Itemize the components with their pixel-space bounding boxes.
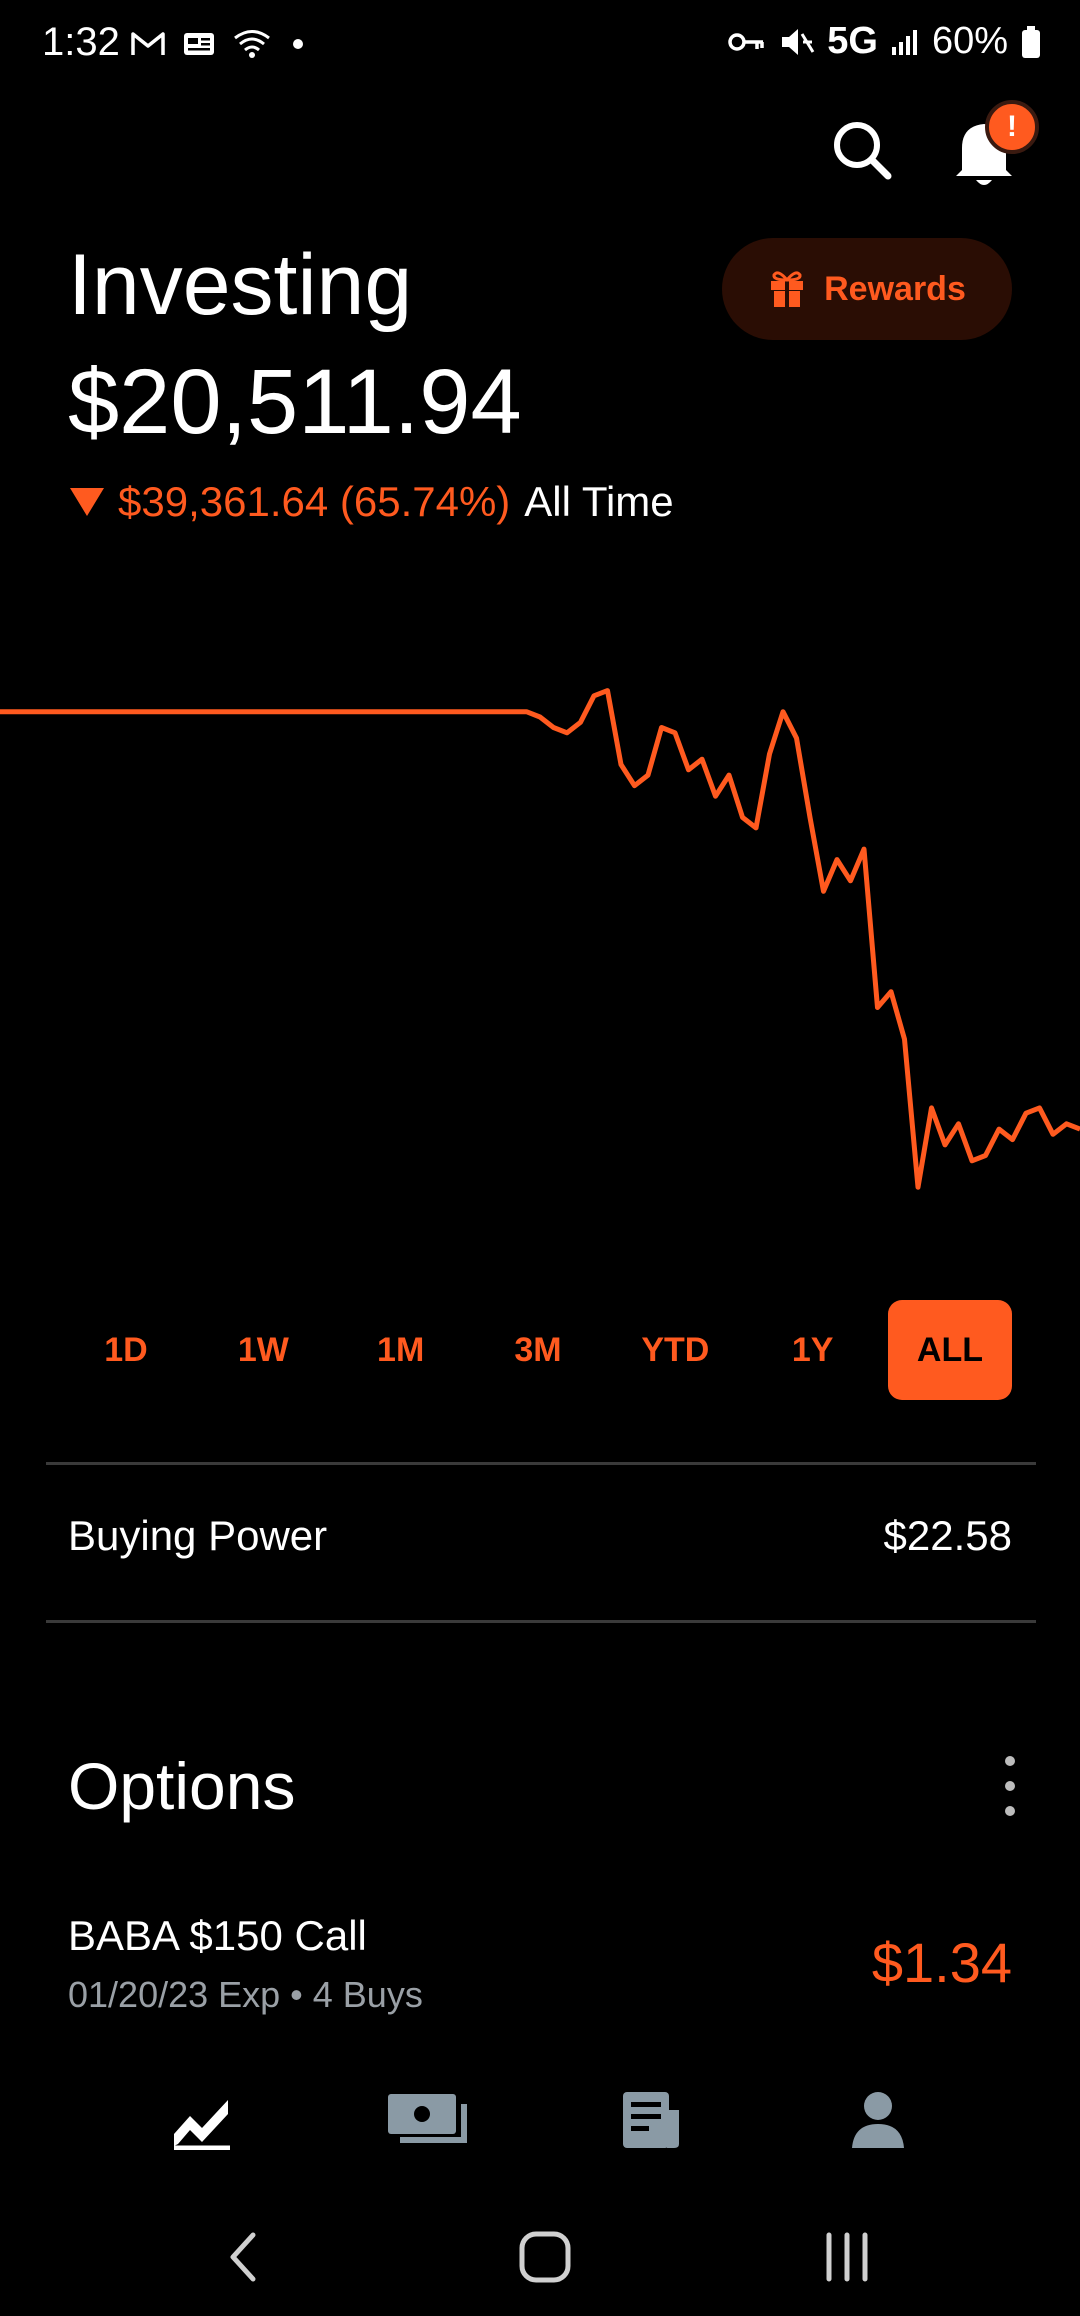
- options-more-button[interactable]: [990, 1756, 1030, 1816]
- battery-icon: [1022, 25, 1040, 58]
- notification-badge: !: [985, 100, 1039, 154]
- search-icon: [834, 122, 892, 180]
- down-arrow-icon: [70, 488, 104, 516]
- status-right: 5G 60%: [727, 20, 1042, 63]
- position-price: $1.34: [871, 1931, 1012, 1994]
- portfolio-value: $20,511.94: [68, 351, 522, 453]
- range-tab-1m[interactable]: 1M: [377, 1330, 425, 1369]
- home-button[interactable]: [500, 2212, 590, 2302]
- chart-series-line: [0, 688, 1080, 1190]
- more-dot-icon: [1005, 1806, 1015, 1816]
- range-tab-1y[interactable]: 1Y: [791, 1330, 834, 1369]
- rewards-button[interactable]: Rewards: [722, 238, 1012, 340]
- buying-power-value: $22.58: [883, 1512, 1012, 1559]
- position-name: BABA $150 Call: [68, 1912, 367, 1959]
- nav-banking[interactable]: [368, 2070, 488, 2170]
- portfolio-change: $39,361.64 (65.74%) All Time: [70, 478, 674, 526]
- back-icon: [230, 2232, 256, 2282]
- portfolio-chart[interactable]: [0, 640, 1080, 1280]
- divider: [46, 1462, 1036, 1465]
- range-tab-1w[interactable]: 1W: [237, 1330, 289, 1369]
- page-title: Investing: [68, 237, 413, 333]
- network-type: 5G: [827, 20, 878, 62]
- position-detail: 01/20/23 Exp • 4 Buys: [68, 1974, 423, 2015]
- divider: [46, 1620, 1036, 1623]
- banking-icon: [388, 2094, 467, 2143]
- nav-news[interactable]: [592, 2070, 712, 2170]
- nav-investing[interactable]: [142, 2070, 262, 2170]
- status-left-icons: [130, 28, 308, 60]
- investing-icon: [174, 2100, 230, 2150]
- bottom-nav: [0, 2060, 1080, 2192]
- gmail-icon: [131, 32, 165, 55]
- news-app-icon: [184, 33, 214, 55]
- status-bar: 1:32 5G 60%: [0, 0, 1080, 92]
- more-dot-icon: [1005, 1781, 1015, 1791]
- buying-power-label: Buying Power: [68, 1512, 328, 1559]
- options-title: Options: [68, 1749, 296, 1823]
- system-nav-bar: [0, 2192, 1080, 2316]
- dot-icon: [293, 39, 303, 49]
- range-tab-3m[interactable]: 3M: [514, 1330, 562, 1369]
- more-dot-icon: [1005, 1756, 1015, 1766]
- range-tab-ytd[interactable]: YTD: [641, 1330, 710, 1369]
- wifi-icon: [234, 30, 270, 58]
- news-icon: [623, 2092, 679, 2148]
- recents-button[interactable]: [802, 2212, 892, 2302]
- signal-icon: [891, 29, 917, 55]
- account-icon: [852, 2092, 904, 2148]
- range-tab-1d[interactable]: 1D: [104, 1330, 148, 1369]
- rewards-label: Rewards: [824, 269, 966, 308]
- change-amount: $39,361.64 (65.74%): [118, 478, 511, 525]
- back-button[interactable]: [198, 2212, 288, 2302]
- range-tabs: 1D 1W 1M 3M YTD 1Y ALL: [64, 1300, 1012, 1400]
- nav-account[interactable]: [818, 2070, 938, 2170]
- change-period: All Time: [524, 478, 674, 525]
- search-button[interactable]: [830, 118, 894, 182]
- mute-icon: [782, 28, 815, 55]
- battery-percent: 60%: [931, 20, 1008, 62]
- range-tab-all[interactable]: ALL: [887, 1300, 1012, 1400]
- status-time: 1:32: [42, 20, 120, 64]
- vpn-key-icon: [728, 32, 764, 51]
- home-icon: [519, 2231, 571, 2283]
- gift-icon: [771, 271, 804, 307]
- recents-icon: [826, 2232, 868, 2282]
